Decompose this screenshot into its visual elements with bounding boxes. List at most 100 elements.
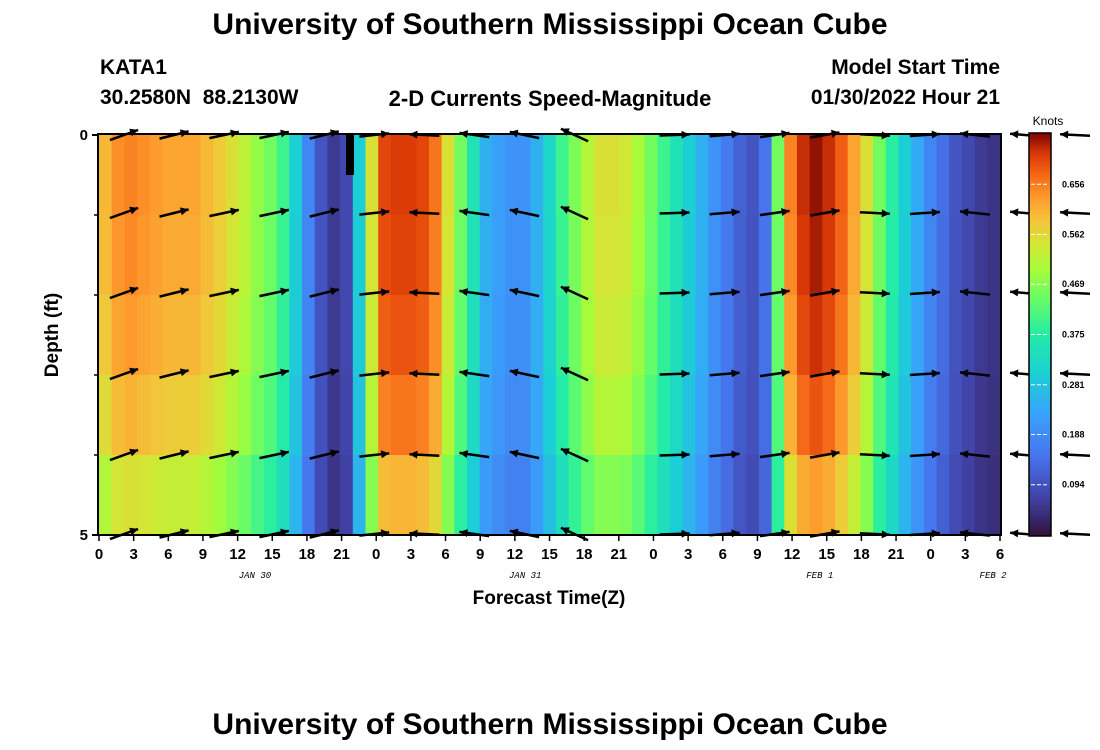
heatmap-cell xyxy=(758,455,773,536)
current-arrow xyxy=(309,368,340,379)
heatmap-cell xyxy=(492,215,506,296)
current-arrow xyxy=(109,206,139,220)
heatmap-cell xyxy=(873,215,887,296)
current-arrow xyxy=(159,287,189,298)
heatmap-cell xyxy=(352,295,367,376)
heatmap-cell xyxy=(784,295,798,376)
heatmap-cell xyxy=(276,135,290,216)
heatmap-cell xyxy=(695,295,709,376)
heatmap-cell xyxy=(225,135,240,216)
heatmap-cell xyxy=(581,215,595,296)
heatmap-cell xyxy=(137,135,151,216)
heatmap-cell xyxy=(974,295,988,376)
heatmap-cell xyxy=(492,135,506,216)
heatmap-cell xyxy=(263,455,278,536)
current-arrow xyxy=(959,369,991,378)
heatmap-cell xyxy=(860,135,874,216)
heatmap-cell xyxy=(365,295,379,376)
current-arrow xyxy=(709,208,740,217)
current-arrow xyxy=(359,450,390,459)
heatmap-cell xyxy=(276,455,290,536)
date-label: FEB 1 xyxy=(806,571,833,581)
colorbar-tick-label: 0.375 xyxy=(1062,330,1085,340)
station-id: KATA1 xyxy=(100,56,167,79)
heatmap-cell xyxy=(213,295,227,376)
heatmap-cell xyxy=(657,215,671,296)
x-tick-label: 3 xyxy=(129,546,137,563)
heatmap-cell xyxy=(352,375,367,456)
heatmap-cell xyxy=(479,135,493,216)
heatmap-cell xyxy=(175,455,189,536)
current-arrow xyxy=(259,449,290,460)
heatmap-cell xyxy=(530,295,544,376)
heatmap-cell xyxy=(187,455,202,536)
heatmap-cell xyxy=(200,215,214,296)
heatmap-cell xyxy=(111,455,125,536)
heatmap-cell xyxy=(708,375,722,456)
heatmap-cell xyxy=(428,295,443,376)
heatmap-cell xyxy=(873,135,887,216)
heatmap-cell xyxy=(505,375,519,456)
heatmap-cell xyxy=(467,455,481,536)
heatmap-cell xyxy=(873,375,887,456)
heatmap-cell xyxy=(454,375,468,456)
heatmap-cell xyxy=(631,375,646,456)
x-tick-label: 15 xyxy=(818,546,835,563)
heatmap-cell xyxy=(695,375,709,456)
heatmap-cell xyxy=(923,135,938,216)
footer-title: University of Southern Mississippi Ocean… xyxy=(212,708,888,741)
current-arrow xyxy=(659,369,690,378)
current-arrow xyxy=(459,450,490,459)
heatmap-cell xyxy=(847,135,862,216)
heatmap-cell xyxy=(631,135,646,216)
heatmap-cell xyxy=(784,375,798,456)
heatmap-cell xyxy=(365,215,379,296)
heatmap-cell xyxy=(162,295,176,376)
heatmap-cell xyxy=(568,215,582,296)
heatmap-cell xyxy=(581,135,595,216)
heatmap-cell xyxy=(99,295,113,376)
heatmap-cell xyxy=(606,135,620,216)
x-tick-label: 9 xyxy=(753,546,761,563)
y-tick-label: 0 xyxy=(80,127,88,144)
heatmap-cell xyxy=(428,455,443,536)
heatmap-cell xyxy=(302,215,316,296)
heatmap-cell xyxy=(454,135,468,216)
heatmap-cell xyxy=(187,135,202,216)
heatmap-cell xyxy=(555,455,570,536)
heatmap-cell xyxy=(796,295,811,376)
current-arrow xyxy=(1060,369,1091,378)
heatmap-cell xyxy=(644,455,658,536)
heatmap-cell xyxy=(555,375,570,456)
heatmap-cell xyxy=(606,295,620,376)
current-arrow xyxy=(659,288,690,297)
date-label: JAN 31 xyxy=(509,571,541,581)
current-arrow xyxy=(909,450,940,459)
heatmap-cell xyxy=(581,295,595,376)
heatmap-cell xyxy=(454,215,468,296)
heatmap-cell xyxy=(390,295,405,376)
heatmap-cell xyxy=(314,375,329,456)
heatmap-cell xyxy=(441,295,455,376)
heatmap-cell xyxy=(606,215,620,296)
heatmap-cell xyxy=(898,295,912,376)
heatmap-cell xyxy=(758,375,773,456)
heatmap-cell xyxy=(441,455,455,536)
heatmap-cell xyxy=(695,135,709,216)
heatmap-cell xyxy=(238,375,252,456)
heatmap-cell xyxy=(987,135,1001,216)
heatmap-cell xyxy=(390,215,405,296)
heatmap-cell xyxy=(530,375,544,456)
heatmap-cell xyxy=(149,375,164,456)
heatmap-cell xyxy=(416,455,430,536)
heatmap-cell xyxy=(974,375,988,456)
heatmap-cell xyxy=(644,295,658,376)
heatmap-cell xyxy=(137,375,151,456)
heatmap-cell xyxy=(619,215,633,296)
chart: 050 3 6 9 12 15 18 21 0 3 6 9 12 15 18 21 0 3 6 9 12 15 18 21 0 3… xyxy=(42,114,1091,609)
heatmap-cell xyxy=(124,455,138,536)
heatmap-cell xyxy=(213,455,227,536)
heatmap-cell xyxy=(670,135,684,216)
current-arrow xyxy=(359,208,390,217)
heatmap-cell xyxy=(822,215,836,296)
